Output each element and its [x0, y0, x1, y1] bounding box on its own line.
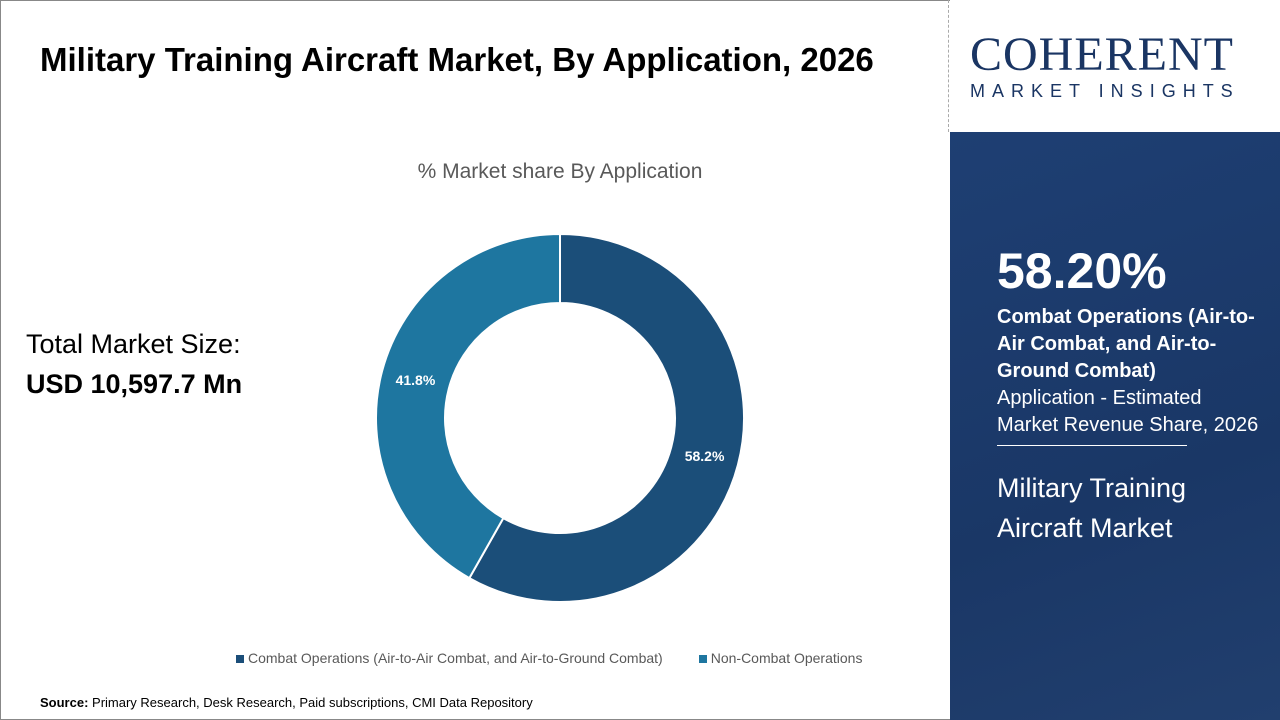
data-label: 58.2%: [685, 448, 725, 464]
divider-line: [997, 445, 1187, 446]
source-label: Source:: [40, 695, 89, 710]
highlight-segment: Combat Operations (Air-to-Air Combat, an…: [997, 306, 1255, 382]
legend-label: Combat Operations (Air-to-Air Combat, an…: [248, 650, 663, 666]
highlight-description: Application - Estimated Market Revenue S…: [997, 387, 1259, 436]
legend-item: Combat Operations (Air-to-Air Combat, an…: [236, 650, 663, 666]
highlight-stack: 58.20% Combat Operations (Air-to-Air Com…: [997, 242, 1267, 548]
chart-legend: Combat Operations (Air-to-Air Combat, an…: [236, 650, 862, 666]
market-name: Military Training Aircraft Market: [997, 473, 1187, 543]
legend-item: Non-Combat Operations: [698, 650, 863, 666]
total-market-size: Total Market Size: USD 10,597.7 Mn: [26, 324, 242, 404]
chart-title: % Market share By Application: [417, 160, 703, 183]
logo-name: COHERENT: [970, 28, 1234, 81]
legend-label: Non-Combat Operations: [710, 650, 863, 666]
logo-tagline: MARKET INSIGHTS: [970, 81, 1240, 101]
source-text: Primary Research, Desk Research, Paid su…: [88, 695, 533, 710]
legend-swatch: [236, 655, 244, 664]
divider: [948, 0, 949, 132]
total-label: Total Market Size:: [26, 329, 241, 359]
highlight-panel: 58.20% Combat Operations (Air-to-Air Com…: [950, 132, 1280, 720]
legend-swatch: [698, 655, 707, 664]
page-title: Military Training Aircraft Market, By Ap…: [40, 41, 874, 78]
donut-slice: [375, 232, 561, 580]
data-label: 41.8%: [396, 372, 436, 388]
donut-chart: 58.2% 41.8%: [375, 232, 745, 603]
highlight-percent: 58.20%: [997, 243, 1167, 299]
company-logo: COHERENT MARKET INSIGHTS: [950, 0, 1280, 132]
total-value: USD 10,597.7 Mn: [26, 369, 243, 399]
donut-slice: [467, 232, 745, 603]
source-note: Source: Primary Research, Desk Research,…: [40, 695, 533, 710]
